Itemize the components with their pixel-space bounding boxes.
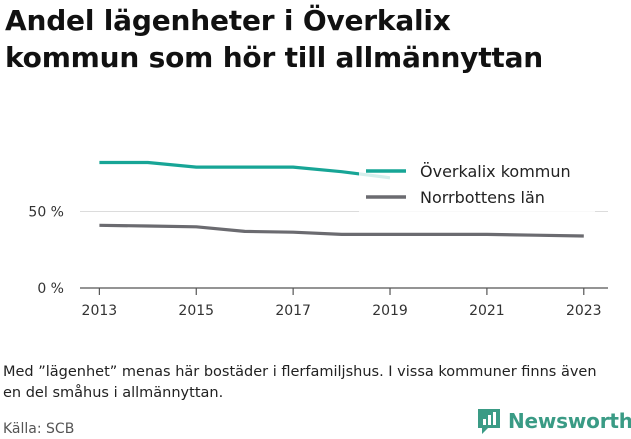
- brand-logo: Newsworthy: [476, 406, 631, 436]
- x-tick-label: 2013: [82, 303, 118, 319]
- x-tick-label: 2021: [469, 303, 505, 319]
- series-layer: [99, 160, 584, 238]
- legend: Överkalix kommun Norrbottens län: [359, 158, 595, 214]
- grid-layer: 0 % 50 %: [28, 205, 608, 297]
- x-tick-label: 2015: [178, 303, 214, 319]
- x-tick-label: 2017: [275, 303, 311, 319]
- source-label: Källa: SCB: [3, 421, 75, 437]
- y-tick-label: 50 %: [28, 205, 64, 221]
- y-tick-label: 0 %: [37, 281, 64, 297]
- chart-title-line-2: kommun som hör till allmännyttan: [5, 41, 544, 74]
- legend-background: [359, 158, 595, 214]
- legend-label-2: Norrbottens län: [420, 188, 545, 207]
- bar-chart-icon: [478, 409, 500, 434]
- brand-name: Newsworthy: [508, 409, 631, 433]
- x-tick-label: 2019: [372, 303, 408, 319]
- series-line-1: [99, 160, 391, 180]
- legend-label-1: Överkalix kommun: [420, 162, 571, 181]
- footnote: Med ”lägenhet” menas här bostäder i fler…: [3, 364, 597, 401]
- series-line-2: [99, 223, 584, 238]
- chart-title: Andel lägenheter i Överkalix kommun som …: [5, 2, 625, 76]
- x-tick-label: 2023: [566, 303, 602, 319]
- x-axis: 2013 2015 2017 2019 2021 2023: [82, 288, 602, 319]
- chart-title-line-1: Andel lägenheter i Överkalix: [5, 4, 451, 37]
